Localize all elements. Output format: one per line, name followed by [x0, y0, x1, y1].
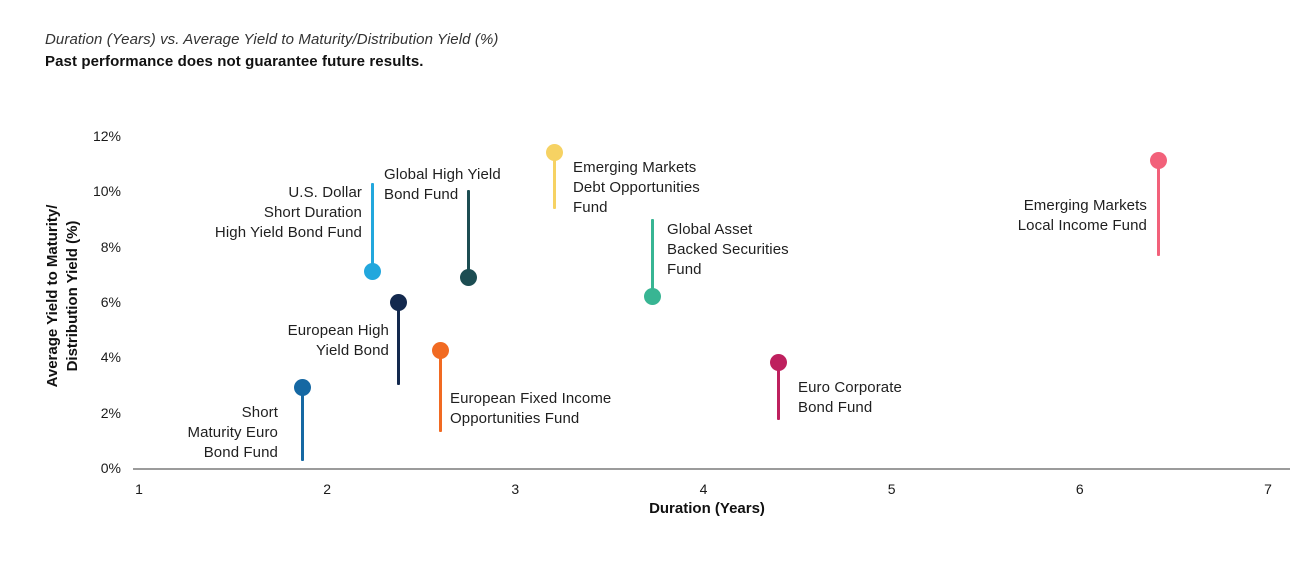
data-point — [363, 263, 381, 281]
y-tick-label: 10% — [92, 183, 121, 200]
point-label: European High Yield Bond — [288, 321, 389, 361]
point-label: European Fixed Income Opportunities Fund — [450, 389, 611, 429]
stem — [301, 387, 305, 462]
stem — [466, 189, 470, 278]
point-label-line: Maturity Euro — [187, 424, 278, 441]
x-tick-label: 1 — [135, 481, 143, 497]
data-point — [390, 293, 408, 311]
point-label: Euro Corporate Bond Fund — [798, 378, 902, 418]
point-label-line: Fund — [667, 261, 702, 278]
y-tick-label: 8% — [100, 238, 121, 255]
data-point — [1150, 152, 1168, 170]
x-axis-line — [133, 468, 1290, 470]
point-label-line: Backed Securities — [667, 241, 789, 258]
point-label-line: Opportunities Fund — [450, 410, 580, 427]
x-tick-label: 6 — [1075, 481, 1084, 497]
y-tick-label: 2% — [100, 404, 121, 421]
y-tick-label: 6% — [100, 294, 121, 310]
stem — [370, 183, 374, 272]
point-label-line: Local Income Fund — [1017, 217, 1147, 234]
point-label: Global High Yield Bond Fund — [384, 165, 501, 205]
stem — [777, 362, 781, 420]
y-tick-label: 12% — [92, 128, 121, 144]
stem — [1157, 160, 1161, 257]
data-point — [644, 287, 662, 305]
point-label-line: Fund — [573, 199, 608, 216]
point-label-line: Debt Opportunities — [573, 179, 700, 196]
x-tick-label: 3 — [511, 481, 520, 497]
point-label-line: Short — [241, 404, 278, 421]
data-point — [770, 354, 788, 372]
point-label-line: Global High Yield — [384, 166, 501, 183]
point-label-line: Global Asset — [667, 221, 753, 238]
x-tick-label: 7 — [1264, 481, 1272, 497]
y-axis-title: Average Yield to Maturity/ Distribution … — [43, 205, 83, 388]
x-tick-label: 2 — [323, 481, 332, 497]
chart-subtitle: Past performance does not guarantee futu… — [45, 53, 424, 70]
point-label-line: Yield Bond — [316, 342, 389, 359]
y-axis-title-line-2: Distribution Yield (%) — [64, 220, 81, 372]
data-point — [431, 341, 449, 359]
point-label-line: European High — [287, 322, 389, 339]
y-tick-label: 4% — [100, 349, 121, 366]
point-label-line: European Fixed Income — [450, 390, 612, 407]
stem — [397, 302, 401, 385]
x-tick-label: 5 — [887, 481, 896, 497]
point-label-line: Euro Corporate — [798, 379, 902, 396]
chart-title: Duration (Years) vs. Average Yield to Ma… — [45, 31, 499, 48]
stem — [651, 219, 655, 297]
point-label: Short Maturity Euro Bond Fund — [188, 403, 279, 463]
data-point — [546, 144, 564, 162]
point-label: Emerging Markets Local Income Fund — [1018, 196, 1147, 236]
data-point — [294, 379, 312, 397]
point-label: U.S. Dollar Short Duration High Yield Bond… — [215, 183, 362, 243]
y-axis-title-line-1: Average Yield to Maturity/ — [44, 204, 61, 388]
point-label-line: Emerging Markets — [1023, 197, 1147, 214]
point-label: Global Asset Backed Securities Fund — [667, 220, 789, 280]
x-tick-label: 4 — [699, 481, 708, 497]
point-label-line: Bond Fund — [384, 186, 459, 203]
data-point — [459, 268, 477, 286]
y-tick-label: 0% — [100, 460, 121, 476]
point-label-line: Bond Fund — [798, 399, 873, 416]
x-axis-title: Duration (Years) — [649, 500, 765, 517]
point-label: Emerging Markets Debt Opportunities Fund — [573, 158, 700, 218]
point-label-line: High Yield Bond Fund — [214, 224, 362, 241]
point-label-line: Short Duration — [263, 204, 362, 221]
stem — [438, 350, 442, 433]
point-label-line: Bond Fund — [203, 444, 278, 461]
stem — [553, 152, 557, 210]
point-label-line: Emerging Markets — [573, 159, 697, 176]
point-label-line: U.S. Dollar — [288, 184, 362, 201]
